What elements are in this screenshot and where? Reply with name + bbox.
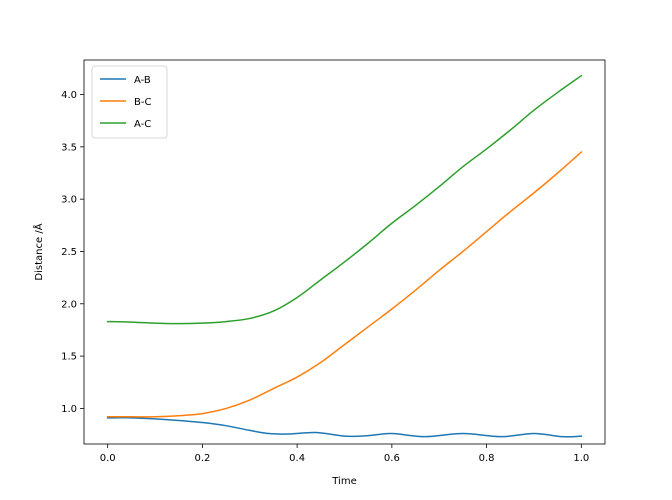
x-axis-label: Time bbox=[331, 476, 356, 487]
y-tick-label: 3.5 bbox=[61, 142, 77, 153]
axes-layer: 0.0 0.2 0.4 0.6 0.8 1.0 1.0 1.5 2.0 2.5 3.0 3.5 4.0 T… bbox=[32, 59, 606, 487]
y-axis-label: Distance /Å bbox=[32, 223, 45, 280]
legend-label-a-c: A-C bbox=[134, 119, 151, 130]
legend-box bbox=[91, 65, 168, 139]
legend-label-a-b: A-B bbox=[134, 75, 151, 86]
series-line-a-c bbox=[106, 74, 583, 325]
y-tick-label: 4.0 bbox=[61, 90, 77, 101]
legend-label-b-c: B-C bbox=[134, 97, 151, 108]
series-layer bbox=[106, 74, 583, 438]
axes-frame bbox=[83, 59, 606, 445]
x-tick-label: 0.8 bbox=[479, 453, 495, 464]
x-tick-label: 0.6 bbox=[384, 453, 400, 464]
legend: A-B B-C A-C bbox=[91, 65, 168, 139]
x-tick-label: 0.0 bbox=[100, 453, 116, 464]
y-tick-label: 2.0 bbox=[61, 299, 77, 310]
x-tick-label: 1.0 bbox=[573, 453, 589, 464]
y-tick-label: 3.0 bbox=[61, 195, 77, 206]
y-tick-label: 1.5 bbox=[61, 352, 77, 363]
series-line-a-b bbox=[106, 417, 583, 438]
y-tick-label: 2.5 bbox=[61, 247, 77, 258]
x-tick-label: 0.4 bbox=[289, 453, 305, 464]
y-tick-label: 1.0 bbox=[61, 404, 77, 415]
x-tick-label: 0.2 bbox=[194, 453, 210, 464]
series-line-b-c bbox=[106, 151, 583, 418]
